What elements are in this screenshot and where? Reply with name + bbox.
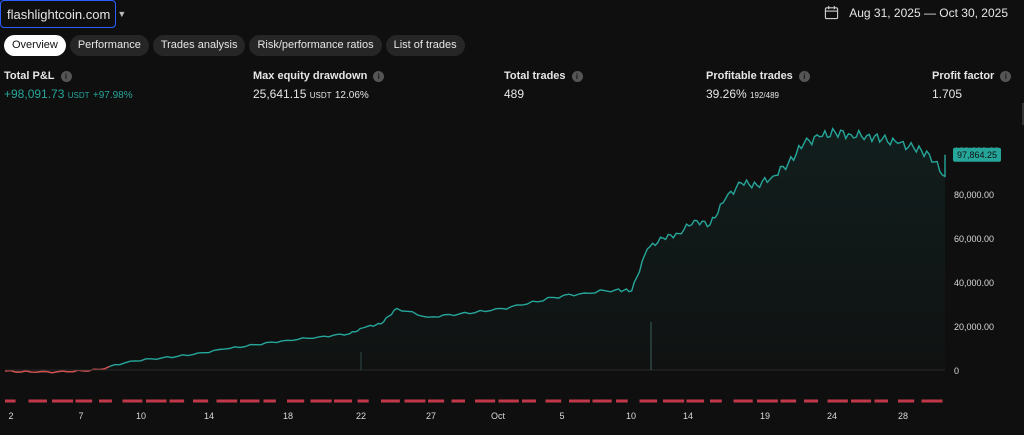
x-tick-label: 22 [356,411,366,421]
tab-risk-performance-ratios[interactable]: Risk/performance ratios [249,35,382,56]
x-tick-label: 5 [559,411,564,421]
report-tabs: Overview Performance Trades analysis Ris… [4,35,465,56]
chevron-down-icon: ▼ [117,9,127,19]
date-range-label: Aug 31, 2025 — Oct 30, 2025 [849,5,1008,20]
x-tick-label: 18 [283,411,293,421]
x-tick-label: 10 [136,411,146,421]
x-tick-label: 27 [426,411,436,421]
metric-label: Total trades [504,70,566,82]
y-tick-label: 0 [954,366,959,376]
x-tick-label: 14 [683,411,693,421]
y-tick-label: 80,000.00 [954,190,994,200]
metric-label: Max equity drawdown [253,70,368,82]
y-tick-label: 20,000.00 [954,322,994,332]
scrollbar-edge[interactable] [1022,103,1024,125]
metric-unit: USDT [309,91,332,100]
metric-total-pnl: Total P&L i +98,091.73 USDT +97.98% [4,70,133,101]
tab-performance[interactable]: Performance [69,35,149,56]
metric-unit: USDT [67,91,90,100]
equity-line [4,127,946,374]
y-tick-label: 40,000.00 [954,278,994,288]
calendar-icon [825,5,839,20]
info-icon[interactable]: i [1000,70,1012,82]
metric-label: Profitable trades [706,70,793,82]
x-tick-label: 24 [827,411,837,421]
metric-percent: 12.06% [334,90,369,101]
metric-profit-factor: Profit factor i 1.705 [932,70,1012,101]
info-icon[interactable]: i [373,70,385,82]
x-tick-label: 14 [204,411,214,421]
metric-sub: 192/489 [750,91,779,100]
strategy-name: flashlightcoin.com [7,6,111,22]
metric-percent: +97.98% [92,90,133,101]
metric-label: Profit factor [932,70,995,82]
metric-value: +98,091.73 [4,87,65,101]
info-icon[interactable]: i [798,70,810,82]
metric-max-drawdown: Max equity drawdown i 25,641.15 USDT 12.0… [253,70,385,101]
metric-value: 1.705 [932,87,963,101]
metric-value: 25,641.15 [253,87,307,101]
y-tick-label: 60,000.00 [954,234,994,244]
metric-profitable-trades: Profitable trades i 39.26% 192/489 [706,70,810,101]
last-value-badge [953,147,1001,162]
strategy-selector[interactable]: flashlightcoin.com ▼ [0,0,126,28]
tab-overview[interactable]: Overview [4,35,66,56]
x-tick-label: Oct [491,411,506,421]
tab-trades-analysis[interactable]: Trades analysis [152,35,246,56]
date-range-picker[interactable]: Aug 31, 2025 — Oct 30, 2025 [824,5,1008,20]
metric-value: 39.26% [706,87,747,101]
tab-list-of-trades[interactable]: List of trades [385,35,465,56]
x-tick-label: 2 [8,411,13,421]
metric-total-trades: Total trades i 489 [504,70,583,101]
info-icon[interactable]: i [60,70,72,82]
metric-label: Total P&L [4,70,55,82]
x-tick-label: 19 [760,411,770,421]
x-tick-label: 10 [626,411,636,421]
metric-value: 489 [504,87,525,101]
equity-chart: 020,000.0040,000.0060,000.0080,000.00100… [4,127,1001,421]
x-tick-label: 28 [898,411,908,421]
info-icon[interactable]: i [571,70,583,82]
x-tick-label: 7 [78,411,83,421]
equity-area [5,128,945,373]
last-value-label: 97,864.25 [957,150,997,160]
